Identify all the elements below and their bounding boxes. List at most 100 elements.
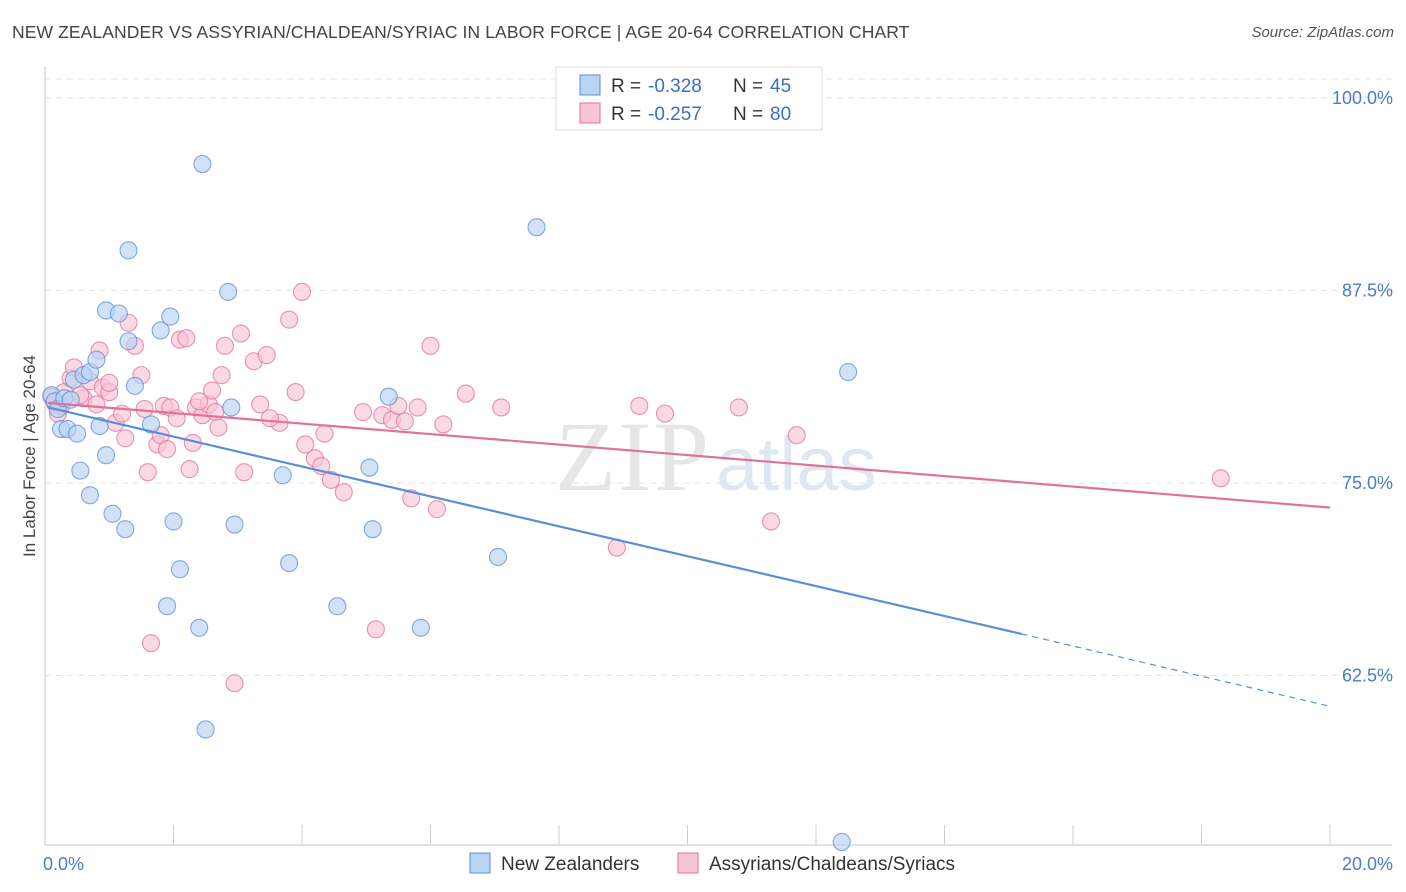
assyrian-point-28 [177,329,196,348]
assyrian-point-45 [280,310,299,329]
new-zealander-point-5 [68,424,87,443]
stats-legend-swatch-pink [579,102,601,124]
trend-lines [47,401,1331,707]
assyrian-point-51 [321,470,340,489]
new-zealander-point-21 [125,376,144,395]
legend-label-new-zealanders: New Zealanders [501,854,639,875]
new-zealander-point-36 [280,554,299,573]
assyrian-point-47 [292,282,312,301]
series-legend: New Zealanders Assyrians/Chaldeans/Syria… [469,852,955,875]
gridlines [45,78,1392,677]
new-zealander-point-34 [225,515,244,534]
new-zealander-point-39 [363,520,382,539]
stats-legend-r-label-1: R = [611,76,641,97]
x-tick-marks [44,825,1331,845]
legend-swatch-new-zealanders [469,852,491,874]
stats-legend-r-label-2: R = [611,104,641,125]
new-zealander-point-24 [161,307,180,326]
new-zealander-point-26 [170,560,189,579]
assyrian-point-46 [286,383,305,402]
new-zealander-point-14 [90,416,109,436]
new-zealander-point-15 [96,446,116,465]
y-tick-label-100: 100.0% [1332,88,1393,108]
new-zealander-point-25 [164,512,183,531]
assyrian-point-69 [729,398,748,417]
assyrian-point-24 [158,440,177,459]
assyrian-point-77 [260,409,279,428]
assyrian-point-29 [180,460,199,479]
trend-line-new-zealanders [47,406,1022,636]
assyrian-point-42 [251,395,270,414]
new-zealander-point-44 [839,362,858,382]
new-zealander-point-11 [87,350,106,369]
assyrian-point-62 [421,336,440,355]
assyrian-point-14 [116,429,135,448]
y-tick-label-87-5: 87.5% [1342,280,1393,300]
new-zealander-point-41 [411,618,430,637]
new-zealander-point-17 [116,520,135,539]
y-axis-label: In Labor Force | Age 20-64 [20,355,39,557]
assyrian-point-8 [87,395,106,414]
x-tick-label-0: 0.0% [43,854,84,874]
assyrian-point-34 [203,381,222,400]
new-zealander-point-45 [832,832,851,851]
watermark: ZIP atlas [555,401,877,512]
chart-source: Source: ZipAtlas.com [1251,24,1394,41]
legend-swatch-assyrians [677,852,699,874]
new-zealander-point-20 [119,332,138,351]
assyrian-point-61 [427,500,446,519]
new-zealander-point-38 [360,458,379,477]
assyrian-point-40 [235,463,254,482]
new-zealander-point-31 [193,155,212,174]
assyrian-point-36 [212,366,231,385]
assyrian-point-68 [655,404,675,423]
new-zealander-point-12 [71,461,90,480]
assyrian-point-71 [787,426,806,445]
assyrian-point-75 [100,373,119,392]
assyrian-point-37 [215,336,234,355]
assyrian-point-67 [630,396,649,415]
stats-legend-n-value-1: 45 [770,76,791,97]
assyrian-point-58 [395,412,414,431]
stats-legend: R = -0.328 N = 45 R = -0.257 N = 80 [555,66,823,131]
assyrian-point-50 [315,424,334,443]
assyrian-point-52 [334,483,353,502]
assyrian-point-53 [353,403,373,422]
new-zealander-point-13 [80,486,100,505]
new-zealander-point-35 [273,466,292,485]
assyrian-point-60 [408,398,427,417]
assyrian-point-63 [434,415,453,434]
new-zealander-point-30 [119,241,138,260]
assyrian-point-39 [231,324,251,343]
assyrian-point-76 [190,392,209,411]
new-zealander-point-22 [141,415,161,434]
assyrian-point-79 [209,418,228,437]
y-tick-label-75: 75.0% [1342,473,1393,493]
new-zealander-point-29 [196,720,215,739]
axes [44,67,1392,846]
new-zealander-point-23 [151,321,170,340]
y-tick-labels: 100.0% 87.5% 75.0% 62.5% [1332,88,1393,686]
stats-legend-n-value-2: 80 [770,104,791,125]
assyrian-point-38 [225,674,244,693]
assyrian-point-43 [257,346,276,365]
assyrian-point-64 [456,384,475,403]
stats-legend-r-value-1: -0.328 [648,76,702,97]
assyrian-point-19 [138,463,157,482]
stats-legend-n-label-2: N = [733,104,763,125]
new-zealander-point-19 [109,304,128,323]
assyrian-point-72 [1211,469,1230,488]
trend-line-new-zealanders-extension [1021,633,1331,707]
assyrian-point-78 [296,435,315,454]
new-zealander-point-37 [328,597,347,616]
new-zealander-point-33 [222,398,241,417]
assyrian-point-65 [492,398,511,417]
chart-title: NEW ZEALANDER VS ASSYRIAN/CHALDEAN/SYRIA… [12,22,910,42]
assyrian-point-70 [761,512,781,531]
assyrian-point-59 [402,489,421,508]
series-new-zealanders-points [42,155,858,851]
new-zealander-point-32 [219,282,238,301]
x-tick-labels: 0.0% 20.0% [43,854,1393,874]
assyrian-point-54 [366,620,385,639]
